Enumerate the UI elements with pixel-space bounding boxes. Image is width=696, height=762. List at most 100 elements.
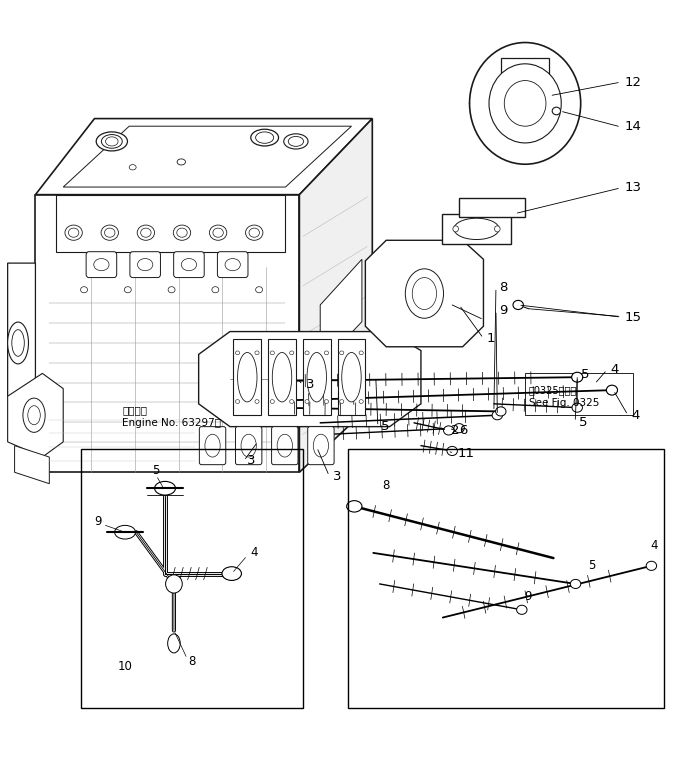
Ellipse shape — [324, 399, 329, 403]
Ellipse shape — [572, 403, 583, 412]
Text: Engine No. 63297～: Engine No. 63297～ — [122, 418, 221, 428]
Ellipse shape — [246, 225, 263, 240]
Circle shape — [505, 81, 546, 126]
Ellipse shape — [205, 434, 220, 457]
Ellipse shape — [571, 373, 583, 382]
Text: 9: 9 — [524, 591, 532, 604]
Ellipse shape — [324, 351, 329, 355]
Polygon shape — [442, 213, 512, 244]
Ellipse shape — [212, 287, 219, 293]
Ellipse shape — [222, 567, 242, 581]
Ellipse shape — [141, 228, 151, 237]
FancyBboxPatch shape — [217, 251, 248, 277]
FancyBboxPatch shape — [174, 251, 204, 277]
Ellipse shape — [181, 258, 196, 271]
Text: 4: 4 — [610, 363, 619, 376]
Ellipse shape — [166, 575, 182, 593]
Ellipse shape — [552, 107, 560, 115]
Ellipse shape — [115, 525, 136, 539]
Ellipse shape — [129, 165, 136, 170]
Bar — [525, 373, 633, 415]
Polygon shape — [35, 194, 299, 472]
Ellipse shape — [104, 228, 115, 237]
Ellipse shape — [307, 353, 326, 402]
Bar — [81, 450, 303, 708]
Text: 4: 4 — [631, 408, 640, 421]
Ellipse shape — [255, 399, 259, 403]
Ellipse shape — [102, 135, 122, 149]
Text: See Fig. 0325: See Fig. 0325 — [528, 399, 599, 408]
Text: 8: 8 — [500, 281, 508, 294]
Text: 15: 15 — [624, 311, 642, 324]
Ellipse shape — [137, 225, 155, 240]
FancyBboxPatch shape — [271, 427, 298, 465]
Ellipse shape — [155, 482, 175, 495]
Ellipse shape — [340, 351, 344, 355]
Ellipse shape — [495, 226, 500, 232]
Ellipse shape — [241, 434, 256, 457]
Text: 4: 4 — [651, 539, 658, 552]
Polygon shape — [35, 119, 372, 194]
Ellipse shape — [8, 322, 29, 364]
Polygon shape — [268, 339, 296, 415]
Ellipse shape — [305, 351, 309, 355]
Polygon shape — [501, 58, 549, 85]
Ellipse shape — [94, 258, 109, 271]
Circle shape — [470, 43, 580, 165]
Ellipse shape — [288, 136, 303, 146]
Ellipse shape — [209, 225, 227, 240]
Ellipse shape — [235, 351, 239, 355]
Text: 第0325図参照: 第0325図参照 — [528, 385, 577, 395]
Text: 5: 5 — [578, 415, 587, 428]
Ellipse shape — [168, 634, 180, 653]
Text: 10: 10 — [118, 660, 132, 673]
Text: 5: 5 — [587, 559, 595, 572]
Polygon shape — [56, 194, 285, 251]
Polygon shape — [470, 85, 567, 123]
Ellipse shape — [359, 351, 363, 355]
Text: 9: 9 — [500, 304, 508, 317]
Text: 5: 5 — [580, 368, 590, 382]
Text: 13: 13 — [624, 181, 642, 194]
Ellipse shape — [12, 330, 24, 357]
FancyBboxPatch shape — [235, 427, 262, 465]
Ellipse shape — [270, 351, 274, 355]
Ellipse shape — [225, 258, 240, 271]
Text: 3: 3 — [333, 469, 341, 482]
Ellipse shape — [177, 228, 187, 237]
Polygon shape — [63, 126, 351, 187]
Ellipse shape — [453, 226, 459, 232]
Ellipse shape — [125, 287, 132, 293]
Text: 11: 11 — [458, 447, 475, 459]
Polygon shape — [233, 339, 261, 415]
Polygon shape — [365, 240, 484, 347]
Ellipse shape — [443, 426, 454, 435]
Polygon shape — [8, 263, 35, 415]
Ellipse shape — [251, 130, 278, 146]
Ellipse shape — [570, 579, 580, 588]
Text: 14: 14 — [624, 120, 641, 133]
Text: 3: 3 — [306, 378, 315, 392]
Ellipse shape — [237, 353, 257, 402]
Ellipse shape — [412, 277, 436, 309]
Ellipse shape — [606, 385, 617, 395]
Ellipse shape — [313, 434, 329, 457]
Ellipse shape — [177, 159, 185, 165]
Polygon shape — [303, 339, 331, 415]
Text: 4: 4 — [250, 546, 258, 559]
Polygon shape — [320, 259, 362, 366]
Ellipse shape — [96, 132, 127, 151]
Ellipse shape — [290, 351, 294, 355]
Polygon shape — [198, 331, 421, 427]
Text: 6: 6 — [459, 424, 468, 437]
Ellipse shape — [255, 287, 262, 293]
Polygon shape — [15, 446, 49, 484]
Bar — [348, 450, 664, 708]
Ellipse shape — [138, 258, 153, 271]
FancyBboxPatch shape — [308, 427, 334, 465]
Polygon shape — [299, 119, 372, 472]
Ellipse shape — [65, 225, 82, 240]
Ellipse shape — [168, 287, 175, 293]
Circle shape — [489, 64, 561, 143]
Ellipse shape — [347, 501, 362, 512]
